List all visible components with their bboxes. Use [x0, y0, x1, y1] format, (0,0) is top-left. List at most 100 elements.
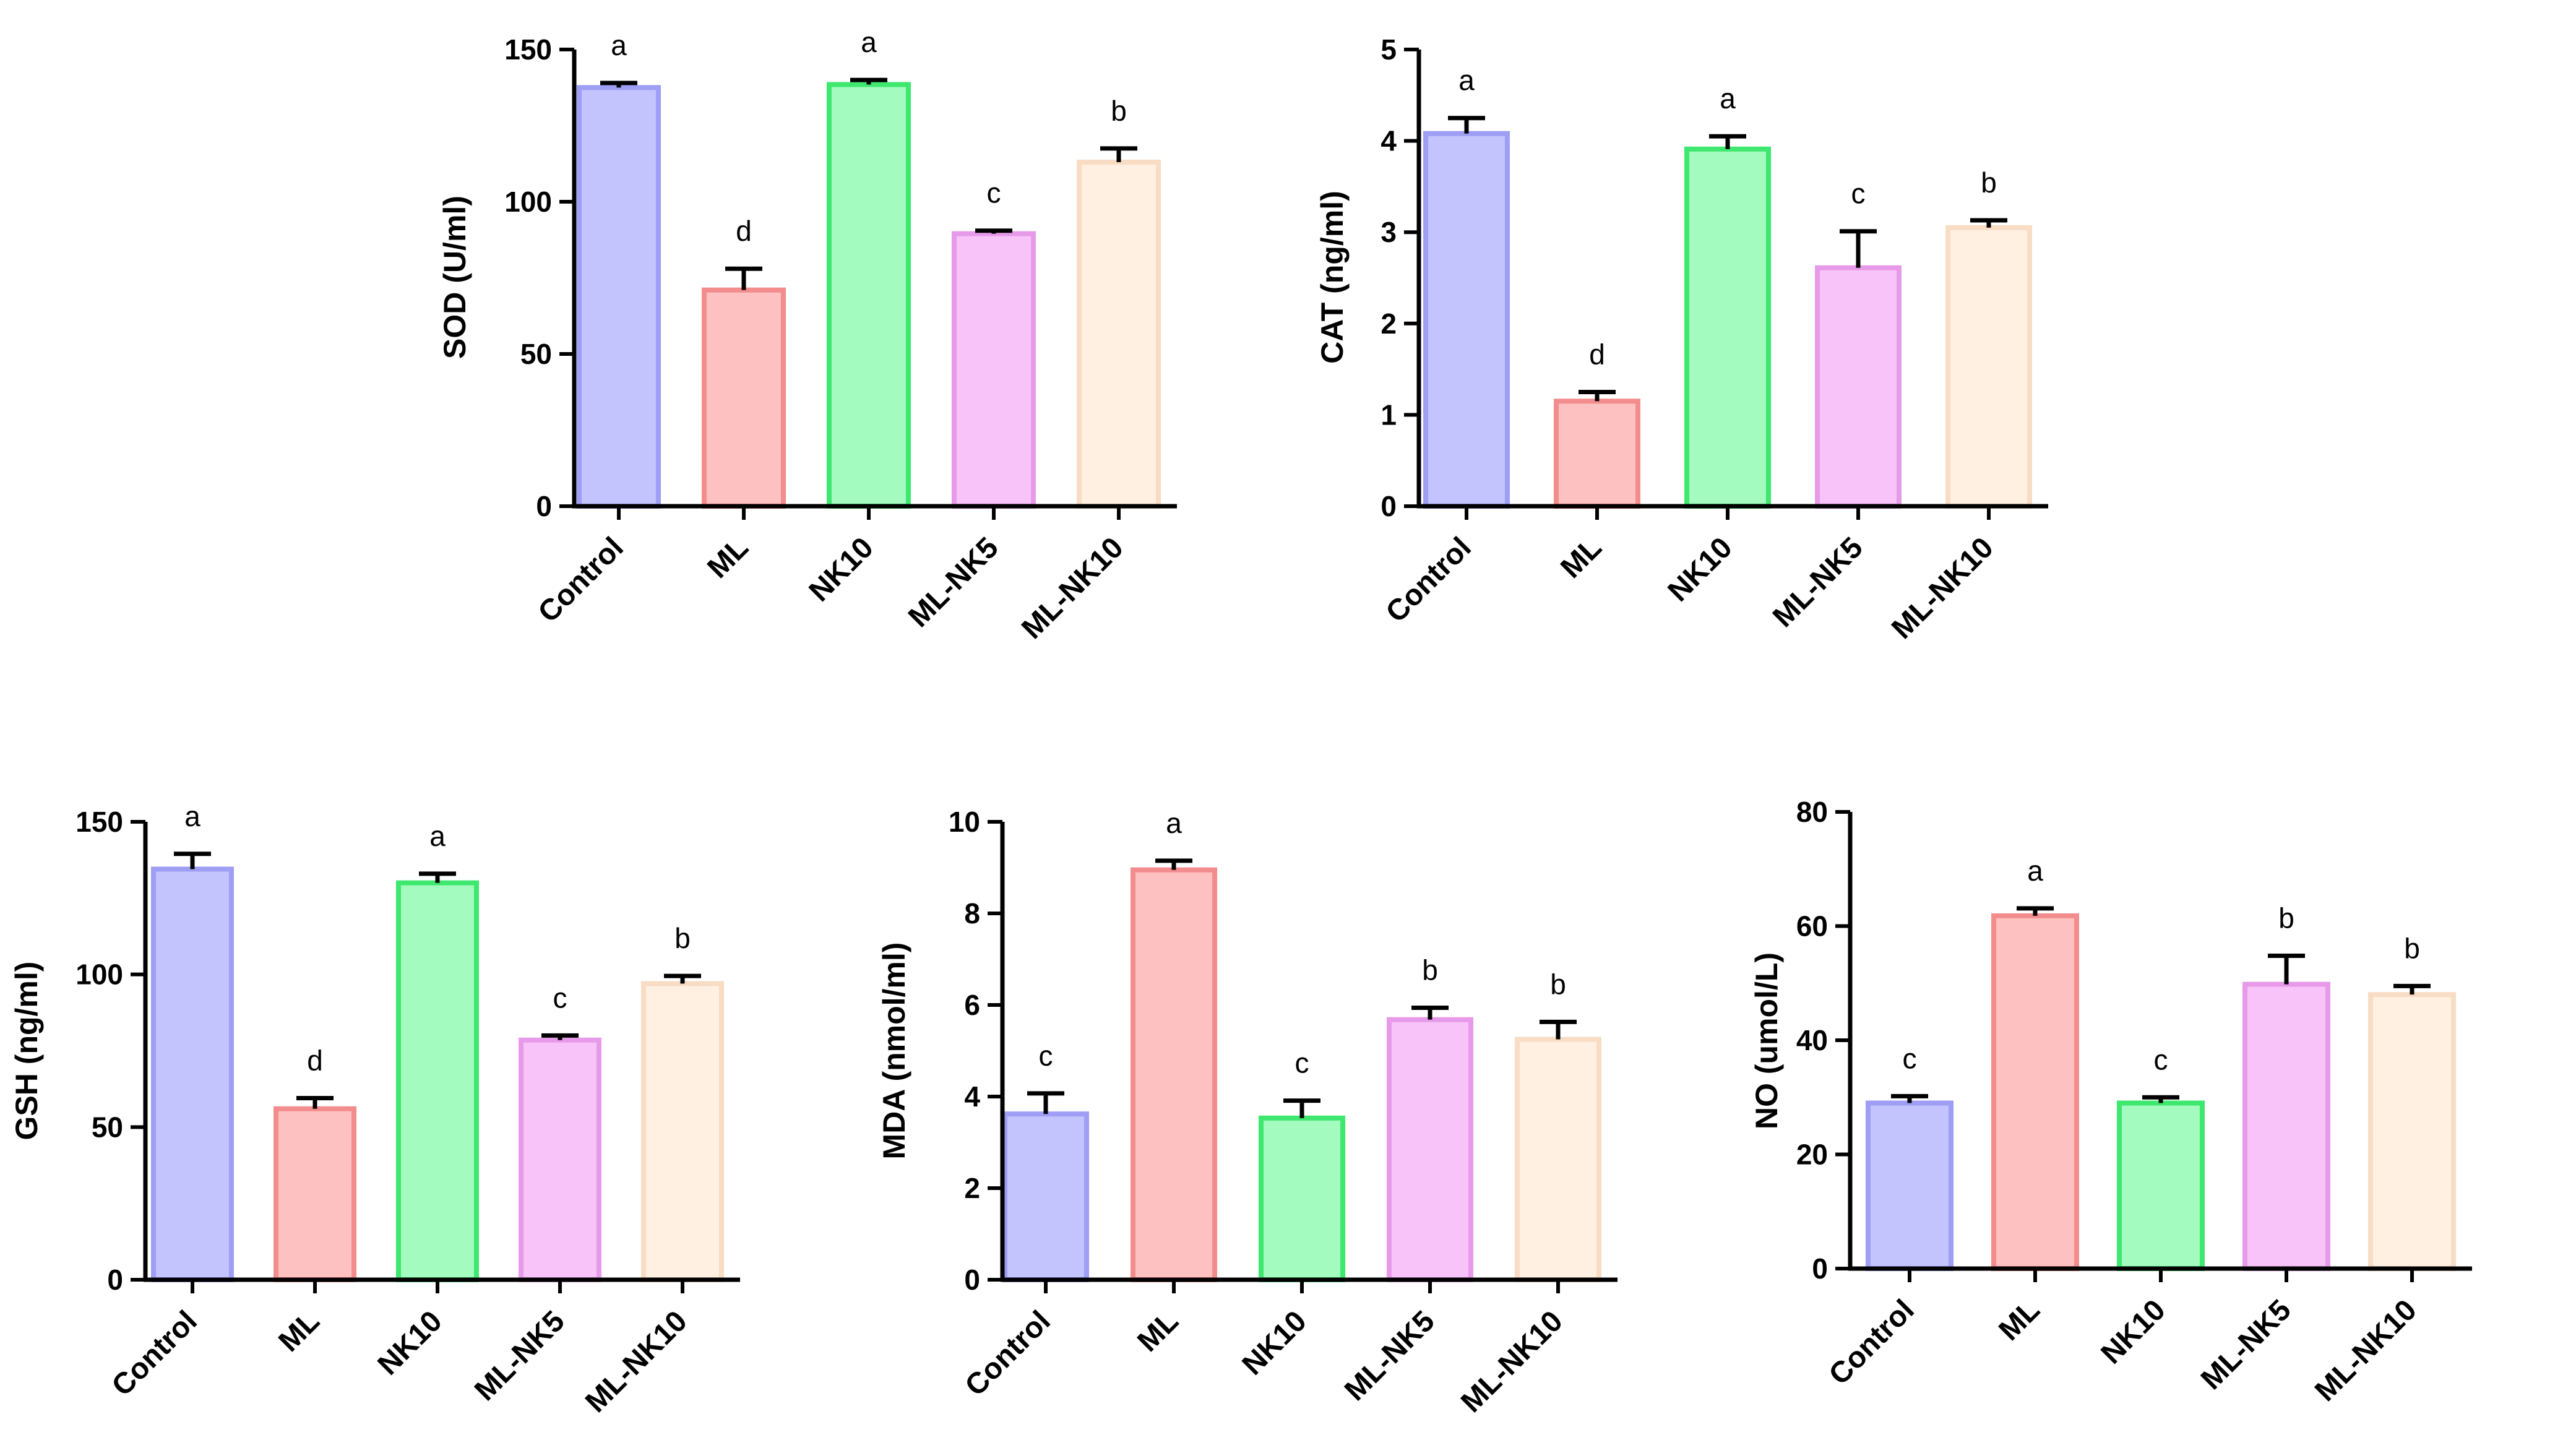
y-tick-label: 6: [964, 989, 980, 1021]
significance-label: a: [1458, 64, 1475, 97]
category-label: ML-NK5: [1767, 531, 1869, 634]
y-axis-label: NO (umol/L): [1749, 952, 1784, 1129]
y-tick-label: 0: [964, 1264, 980, 1296]
bar-ml: [1991, 913, 2079, 1271]
category-label: ML-NK5: [1338, 1304, 1441, 1407]
y-tick-label: 5: [1381, 33, 1397, 66]
bar-control: [1002, 1111, 1089, 1282]
chart-sod: SOD (U/ml) a Control d ML a NK10 c ML-NK5 b ML-NK1…: [437, 26, 1177, 645]
bar-ml: [274, 1106, 356, 1282]
category-label: ML-NK5: [2195, 1293, 2298, 1396]
category-label: NK10: [372, 1304, 449, 1381]
bar-nk10: [1684, 146, 1771, 509]
bar-nk10: [1259, 1115, 1345, 1283]
bar-ml: [1131, 867, 1217, 1282]
y-tick-label: 2: [1381, 308, 1397, 340]
category-label: Control: [1380, 531, 1478, 629]
y-tick-label: 1: [1381, 399, 1397, 431]
bar-control: [1423, 131, 1510, 509]
y-tick-label: 150: [75, 806, 123, 838]
significance-label: b: [1111, 95, 1127, 127]
significance-label: c: [987, 177, 1001, 209]
category-label: Control: [106, 1304, 204, 1402]
y-tick-label: 0: [536, 490, 552, 522]
significance-label: b: [1981, 166, 1997, 199]
significance-label: d: [736, 215, 752, 247]
significance-label: a: [2027, 855, 2043, 887]
significance-label: d: [307, 1044, 323, 1076]
category-label: NK10: [1236, 1304, 1313, 1381]
category-label: Control: [1823, 1293, 1921, 1391]
bar-ml: [702, 287, 786, 509]
bar-ml-nk10: [641, 981, 724, 1282]
y-tick-label: 40: [1796, 1024, 1828, 1056]
significance-label: c: [1295, 1047, 1309, 1079]
bar-ml-nk5: [1387, 1017, 1473, 1283]
category-label: Control: [959, 1304, 1057, 1402]
bar-ml-nk5: [952, 231, 1036, 509]
category-label: ML: [701, 531, 754, 584]
y-tick-label: 0: [107, 1264, 123, 1296]
bar-nk10: [396, 880, 479, 1282]
significance-label: a: [611, 29, 627, 61]
bar-ml-nk5: [2242, 981, 2330, 1271]
bar-ml-nk5: [1815, 265, 1902, 509]
significance-label: b: [2404, 932, 2420, 964]
y-tick-label: 8: [964, 897, 980, 929]
y-tick-label: 20: [1796, 1139, 1828, 1171]
significance-label: a: [1166, 807, 1182, 839]
category-label: ML: [1554, 531, 1608, 584]
y-tick-label: 50: [520, 338, 552, 370]
bar-ml-nk10: [1515, 1037, 1601, 1282]
significance-label: c: [553, 981, 567, 1014]
y-tick-label: 10: [949, 806, 980, 838]
y-tick-label: 100: [75, 959, 123, 991]
bar-control: [1866, 1100, 1954, 1271]
bar-ml-nk10: [2368, 992, 2456, 1271]
significance-label: c: [1851, 178, 1866, 210]
bar-control: [577, 85, 661, 509]
y-tick-label: 3: [1381, 216, 1397, 248]
bar-nk10: [827, 82, 911, 509]
category-label: ML-NK10: [1015, 531, 1130, 645]
y-tick-label: 2: [964, 1172, 980, 1204]
category-label: ML: [1131, 1304, 1184, 1358]
chart-no: NO (umol/L) c Control a ML c NK10 b ML-NK5 b ML-NK…: [1749, 796, 2472, 1408]
chart-mda: MDA (nmol/ml) c Control a ML c NK10 b ML-NK5 b ML-…: [877, 806, 1618, 1419]
y-tick-label: 4: [1381, 125, 1397, 157]
category-label: NK10: [803, 531, 880, 608]
category-label: NK10: [1662, 531, 1739, 608]
chart-cat: CAT (ng/ml) a Control d ML a NK10 c ML-NK5 b ML-NK…: [1315, 33, 2048, 645]
chart-gsh: GSH (ng/ml) a Control d ML a NK10 c ML-NK5 b ML-NK…: [9, 800, 740, 1419]
significance-label: b: [674, 922, 691, 954]
y-tick-label: 100: [504, 186, 552, 218]
y-axis-label: SOD (U/ml): [437, 196, 472, 359]
category-label: ML-NK10: [2309, 1293, 2423, 1408]
y-tick-label: 60: [1796, 910, 1828, 942]
category-label: Control: [532, 531, 630, 629]
significance-label: a: [184, 800, 200, 832]
y-axis-label: CAT (ng/ml): [1315, 191, 1350, 364]
y-tick-label: 0: [1812, 1253, 1828, 1285]
category-label: ML-NK5: [468, 1304, 571, 1407]
significance-label: b: [1422, 954, 1438, 986]
y-tick-label: 4: [964, 1080, 980, 1113]
category-label: NK10: [2095, 1293, 2172, 1370]
category-label: ML-NK10: [579, 1304, 694, 1419]
bar-ml: [1554, 399, 1640, 509]
significance-label: b: [1550, 968, 1566, 1000]
y-tick-label: 0: [1381, 490, 1397, 522]
bar-ml-nk5: [519, 1037, 601, 1282]
significance-label: a: [861, 26, 877, 58]
y-axis-label: MDA (nmol/ml): [877, 942, 911, 1160]
category-label: ML-NK10: [1885, 531, 2000, 645]
category-label: ML-NK10: [1455, 1304, 1569, 1419]
y-axis-label: GSH (ng/ml): [9, 962, 44, 1140]
bar-ml-nk10: [1945, 225, 2032, 509]
bar-control: [151, 866, 234, 1282]
significance-label: c: [1903, 1042, 1917, 1074]
significance-label: b: [2278, 902, 2294, 934]
significance-label: c: [1039, 1040, 1053, 1072]
y-tick-label: 50: [92, 1111, 123, 1143]
